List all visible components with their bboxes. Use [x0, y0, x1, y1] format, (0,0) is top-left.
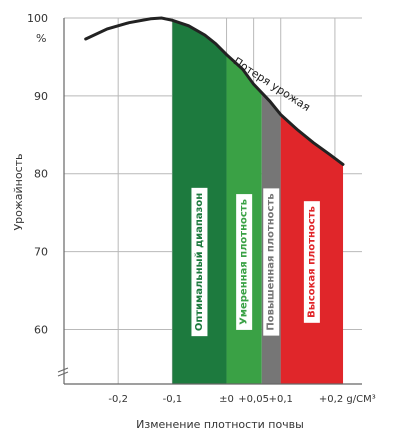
y-tick-label: 80	[34, 168, 48, 181]
axes: 100 90 80 70 60 -0,2 -0,1 ±0 +0,05 +0,1 +0,2 g/CM³	[27, 12, 376, 405]
x-tick-label: -0,2	[108, 394, 128, 405]
yield-curve	[84, 16, 345, 166]
x-tick-label: +0,05	[238, 394, 269, 405]
zone-label-bg-3	[263, 188, 280, 336]
y-tick-label: 100	[27, 12, 48, 25]
zone-label-3: Повышенная плотность	[266, 193, 277, 330]
x-tick-label: -0,1	[163, 394, 183, 405]
zone-label-bg-4	[303, 201, 320, 323]
y-tick-label: 70	[34, 246, 48, 259]
y-tick-label: 60	[34, 323, 48, 336]
curve-layer	[84, 16, 345, 166]
zone-label-2: Умеренная плотность	[239, 199, 250, 325]
x-tick-label: +0,2 g/CM³	[319, 394, 376, 405]
y-unit-label: %	[36, 32, 46, 45]
y-axis-label: Урожайность	[12, 153, 25, 230]
x-axis-label: Изменение плотности почвы	[136, 418, 304, 431]
x-tick-label: +0,1	[269, 394, 293, 405]
zone-label-bg-2	[236, 194, 253, 330]
zone-label-4: Высокая плотность	[306, 206, 317, 318]
x-tick-label: ±0	[219, 394, 234, 405]
zone-label-1: Оптимальный диапазон	[194, 193, 205, 331]
y-tick-label: 90	[34, 90, 48, 103]
labels: Оптимальный диапазон Умеренная плотность П…	[191, 55, 320, 337]
zone-label-bg-1	[191, 187, 208, 337]
axis-break-mark	[57, 367, 69, 377]
